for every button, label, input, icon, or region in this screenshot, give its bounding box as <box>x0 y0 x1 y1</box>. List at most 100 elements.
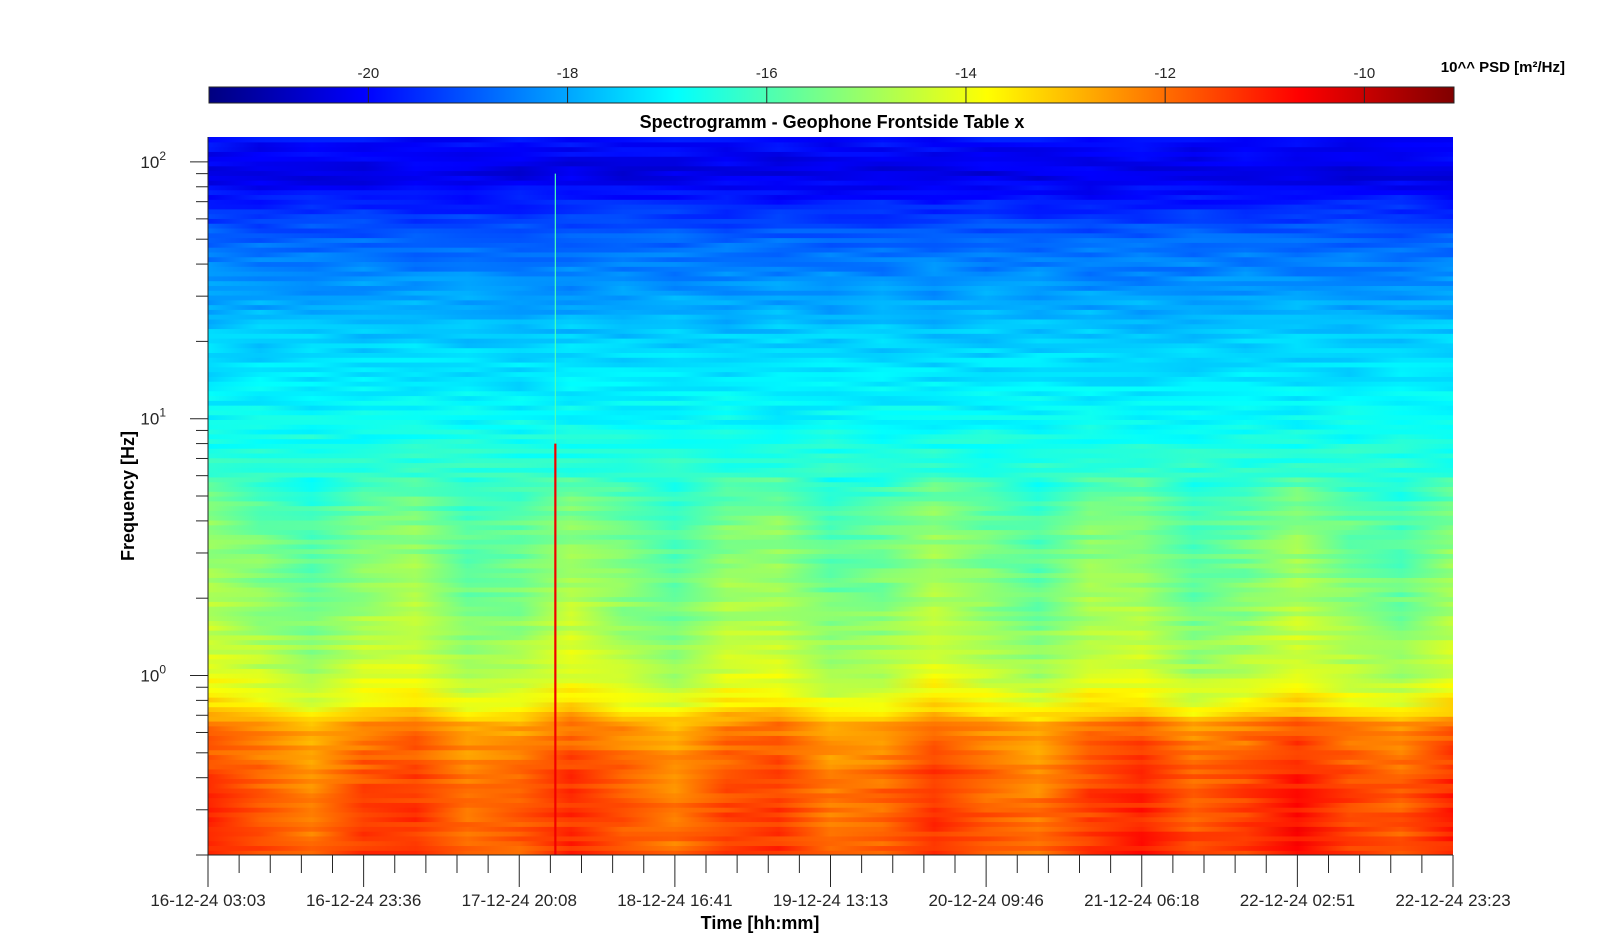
spectrogram-band <box>208 539 1453 545</box>
spectrogram-band <box>208 553 1453 559</box>
spectrogram-band <box>208 773 1453 780</box>
spectrogram-band <box>208 749 1453 756</box>
x-tick-label: 20-12-24 09:46 <box>928 891 1043 910</box>
spectrogram-band <box>208 227 1453 234</box>
spectrogram-band <box>208 663 1453 669</box>
spectrogram-band <box>208 610 1453 617</box>
spectrogram-band <box>208 409 1453 416</box>
spectrogram-band <box>208 218 1453 224</box>
spectrogram-band <box>208 462 1453 468</box>
spectrogram-band <box>208 443 1453 449</box>
x-axis-label: Time [hh:mm] <box>701 913 820 933</box>
spectrogram-band <box>208 586 1453 593</box>
spectrogram-band <box>208 807 1453 813</box>
spectrogram-band <box>208 673 1453 679</box>
x-tick-label: 16-12-24 23:36 <box>306 891 421 910</box>
spectrogram-band <box>208 223 1453 229</box>
spectrogram-band <box>208 405 1453 411</box>
spectrogram-band <box>208 644 1453 650</box>
spectrogram-image <box>208 137 1453 855</box>
spectrogram-band <box>208 247 1453 253</box>
spectrogram-band <box>208 294 1453 301</box>
spectrogram-band <box>208 754 1453 760</box>
spectrogram-band <box>208 510 1453 516</box>
spectrogram-band <box>208 735 1453 741</box>
spectrogram-band <box>208 816 1453 823</box>
spectrogram-band <box>208 275 1453 282</box>
spectrogram-band <box>208 376 1453 382</box>
spectrogram-band <box>208 160 1453 167</box>
spectrogram-band <box>208 543 1453 550</box>
spectrogram-band <box>208 563 1453 569</box>
spectrogram-band <box>208 457 1453 464</box>
colorbar <box>208 86 1455 104</box>
colorbar-tick-label: -10 <box>1354 65 1376 82</box>
spectrogram-band <box>208 668 1453 674</box>
spectrogram-band <box>208 309 1453 315</box>
spectrogram-band <box>208 811 1453 818</box>
spectrogram-band <box>208 156 1453 162</box>
spectrogram-band <box>208 141 1453 148</box>
spectrogram-band <box>208 242 1453 248</box>
spectrogram-band <box>208 438 1453 444</box>
spectrogram-band <box>208 184 1453 191</box>
spectrogram-band <box>208 472 1453 478</box>
x-tick-label: 16-12-24 03:03 <box>150 891 265 910</box>
chart-title: Spectrogramm - Geophone Frontside Table … <box>640 112 1025 132</box>
y-tick-label: 100 <box>140 663 166 686</box>
spectrogram-band <box>208 692 1453 698</box>
spectrogram-band <box>208 653 1453 660</box>
x-tick-label: 21-12-24 06:18 <box>1084 891 1199 910</box>
spectrogram-band <box>208 385 1453 392</box>
spectrogram-band <box>208 634 1453 641</box>
spectrogram-band <box>208 366 1453 373</box>
spectrogram-band <box>208 299 1453 306</box>
spectrogram-band <box>208 342 1453 349</box>
spectrogram-band <box>208 625 1453 631</box>
spectrogram-band <box>208 744 1453 751</box>
spectrogram-band <box>208 548 1453 555</box>
spectrogram-band <box>208 682 1453 689</box>
spectrogram-band <box>208 285 1453 291</box>
spectrogram-band <box>208 558 1453 564</box>
spectrogram-band <box>208 730 1453 736</box>
spectrogram-band <box>208 711 1453 717</box>
spectrogram-band <box>208 290 1453 296</box>
spectrogram-band <box>208 352 1453 358</box>
spectrogram-band <box>208 390 1453 397</box>
spectrogram-band <box>208 697 1453 703</box>
spectrogram-band <box>208 577 1453 583</box>
spectrogram-band <box>208 658 1453 665</box>
spectrogram-band <box>208 208 1453 215</box>
colorbar-tick-label: -16 <box>756 65 778 82</box>
y-axis-label: Frequency [Hz] <box>118 431 138 561</box>
spectrogram-band <box>208 151 1453 157</box>
spectrogram-band <box>208 797 1453 803</box>
spectrogram-band <box>208 720 1453 727</box>
spectrogram-band <box>208 261 1453 267</box>
x-axis: 16-12-24 03:03 16-12-24 23:36 17-12-24 20:… <box>150 854 1511 910</box>
spectrogram-band <box>208 213 1453 219</box>
spectrogram-band <box>208 706 1453 712</box>
spectrogram-band <box>208 567 1453 574</box>
spectrogram-band <box>208 740 1453 746</box>
x-tick-label: 18-12-24 16:41 <box>617 891 732 910</box>
spectrogram-band <box>208 146 1453 152</box>
spectrogram-band <box>208 792 1453 799</box>
spectrogram-band <box>208 381 1453 387</box>
spectrogram-band <box>208 347 1453 353</box>
spectrogram-band <box>208 304 1453 310</box>
spectrogram-band <box>208 615 1453 622</box>
colorbar-tick-label: -18 <box>557 65 579 82</box>
spectrogram-band <box>208 232 1453 239</box>
spectrogram-band <box>208 606 1453 612</box>
spectrogram-band <box>208 448 1453 454</box>
spectrogram-band <box>208 428 1453 435</box>
spectrogram-band <box>208 491 1453 497</box>
spectrogram-band <box>208 529 1453 535</box>
spectrogram-band <box>208 419 1453 425</box>
colorbar-ticks: -20 -18 -16 -14 -12 -10 <box>358 65 1376 103</box>
spectrogram-band <box>208 620 1453 626</box>
spectrogram-band <box>208 639 1453 645</box>
